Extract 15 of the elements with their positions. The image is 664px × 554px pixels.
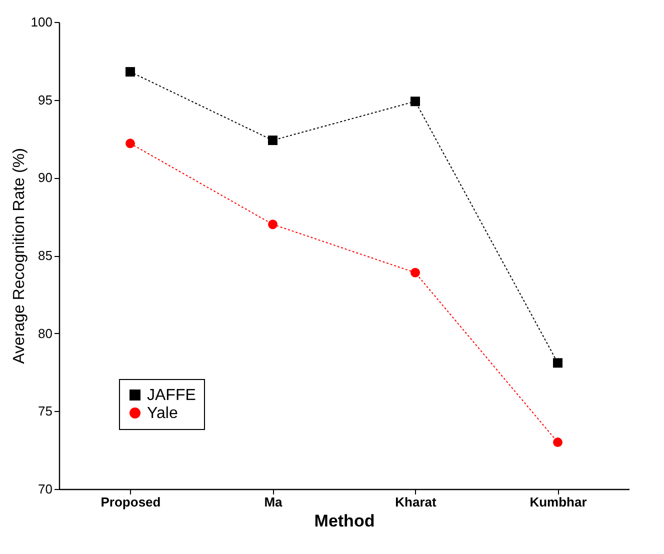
x-axis-title: Method	[314, 512, 375, 530]
x-tick-label: Proposed	[100, 494, 161, 510]
y-tick-label: 90	[38, 170, 52, 186]
y-tick-label: 95	[38, 92, 52, 108]
y-tick-label: 75	[38, 404, 52, 419]
y-tick-label: 70	[38, 482, 52, 496]
y-axis-title: Average Recognition Rate (%)	[10, 148, 28, 364]
legend-label: JAFFE	[147, 387, 196, 404]
x-tick-label: Kumbhar	[530, 494, 587, 510]
y-tick-label: 100	[30, 14, 52, 30]
x-tick-label: Kharat	[395, 494, 438, 510]
y-tick-label: 85	[38, 248, 52, 263]
legend-label: Yale	[147, 405, 178, 422]
y-tick-label: 80	[38, 326, 52, 341]
x-tick-label: Ma	[264, 494, 284, 510]
